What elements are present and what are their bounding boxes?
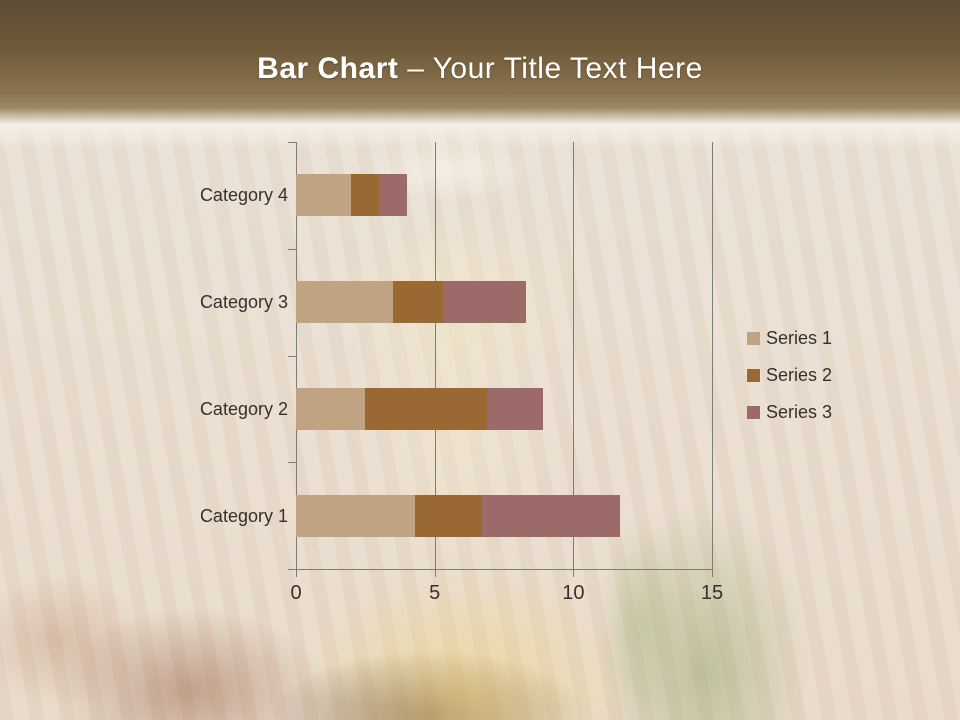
- y-axis-tick: [288, 355, 296, 357]
- bar-segment: [296, 387, 366, 430]
- legend-row: Series 1: [747, 320, 832, 357]
- category-label: Category 4: [199, 185, 288, 206]
- bar-segment: [351, 174, 380, 217]
- legend-label: Series 1: [766, 328, 833, 348]
- bar-segment: [379, 174, 407, 217]
- bar-segment: [296, 281, 394, 324]
- x-axis-tick: [434, 569, 436, 577]
- x-gridline: [434, 142, 436, 569]
- x-tick-label: 5: [429, 582, 441, 604]
- bar-segment: [442, 281, 527, 324]
- category-label: Category 2: [199, 398, 288, 419]
- y-axis-tick: [288, 248, 296, 250]
- bar-segment: [415, 494, 482, 537]
- bar-segment: [487, 387, 543, 430]
- title-band: [0, 0, 960, 150]
- legend-swatch-icon: [747, 406, 760, 419]
- x-tick-label: 0: [290, 582, 302, 604]
- legend-swatch-icon: [747, 369, 760, 382]
- slide-title: Bar Chart – Your Title Text Here: [0, 52, 960, 86]
- legend-row: Series 3: [747, 394, 832, 431]
- slide-title-bold: Bar Chart: [257, 52, 399, 85]
- chart-legend: Series 1 Series 2 Series 3: [747, 320, 832, 431]
- legend-label: Series 2: [766, 365, 833, 385]
- x-tick-label: 10: [562, 582, 585, 604]
- bar-segment: [296, 494, 416, 537]
- bar-segment: [481, 494, 621, 537]
- bar-segment: [393, 281, 443, 324]
- x-axis-line: [296, 569, 713, 570]
- y-axis-line: [296, 142, 297, 569]
- bar-segment: [365, 387, 488, 430]
- x-axis-tick: [296, 569, 297, 577]
- x-axis-tick: [573, 569, 575, 577]
- slide-title-regular: – Your Title Text Here: [398, 52, 703, 85]
- x-axis-tick: [712, 569, 713, 577]
- bar-segment: [296, 174, 352, 217]
- legend-swatch-icon: [747, 332, 760, 345]
- y-axis-tick: [288, 569, 296, 570]
- x-gridline: [712, 142, 713, 569]
- legend-label: Series 3: [766, 402, 833, 422]
- y-axis-tick: [288, 142, 296, 143]
- x-tick-label: 15: [700, 582, 724, 604]
- category-label: Category 3: [199, 292, 288, 313]
- legend-row: Series 2: [747, 357, 832, 394]
- y-axis-tick: [288, 462, 296, 464]
- category-label: Category 1: [199, 505, 288, 526]
- x-gridline: [573, 142, 575, 569]
